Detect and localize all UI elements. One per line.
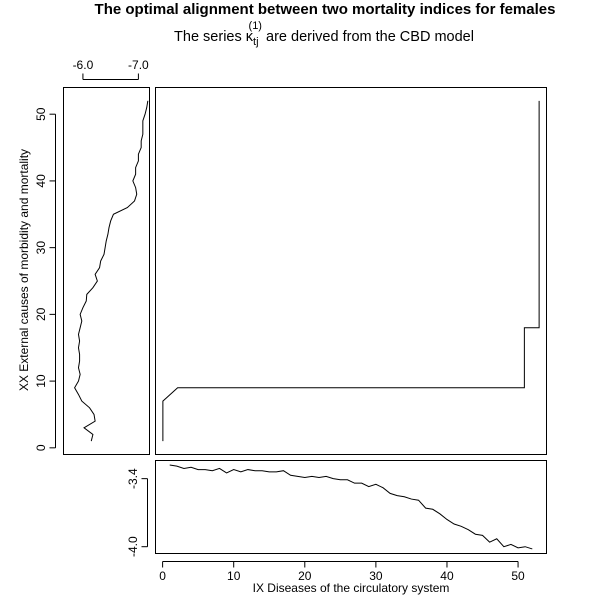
bottom-panel-xlabel: IX Diseases of the circulatory system (253, 581, 450, 595)
alignment-path (162, 100, 540, 442)
bottom-x-tick-label: 50 (511, 569, 525, 583)
bottom-panel-axes: 0 10 20 30 40 50 -3.4 -4.0 (126, 468, 525, 583)
left-panel-series (74, 100, 149, 442)
chart-subtitle: The series κtj (1) are derived from the C… (174, 20, 474, 48)
left-panel-frame (63, 87, 150, 455)
left-panel-ylabel: XX External causes of morbidity and mort… (17, 149, 31, 391)
left-y-tick-label: 30 (34, 241, 48, 255)
left-y-tick-label: 40 (34, 174, 48, 188)
bottom-x-tick-label: 40 (440, 569, 454, 583)
bottom-x-tick-label: 30 (369, 569, 383, 583)
subtitle-superscript: (1) (249, 20, 262, 32)
left-x-tick-label: -7.0 (128, 58, 149, 72)
left-panel-axes: 0 10 20 30 40 50 -6.0 -7.0 (34, 58, 149, 451)
subtitle-suffix: are derived from the CBD model (262, 29, 474, 45)
chart-title: The optimal alignment between two mortal… (95, 1, 556, 18)
bottom-panel-frame (155, 460, 547, 554)
bottom-x-tick-label: 0 (159, 569, 166, 583)
series-layer (74, 100, 540, 550)
bottom-y-tick-label: -3.4 (126, 468, 140, 489)
bottom-x-tick-label: 10 (227, 569, 241, 583)
bottom-x-tick-label: 20 (298, 569, 312, 583)
left-x-tick-label: -6.0 (73, 58, 94, 72)
alignment-panel-frame (155, 87, 547, 455)
subtitle-prefix: The series κ (174, 29, 254, 45)
bottom-y-tick-label: -4.0 (126, 536, 140, 557)
subtitle-subscript: tj (253, 36, 259, 48)
left-y-tick-label: 20 (34, 307, 48, 321)
left-y-tick-label: 10 (34, 374, 48, 388)
left-y-tick-label: 50 (34, 107, 48, 121)
bottom-panel-series (169, 464, 533, 550)
left-y-tick-label: 0 (34, 444, 48, 451)
